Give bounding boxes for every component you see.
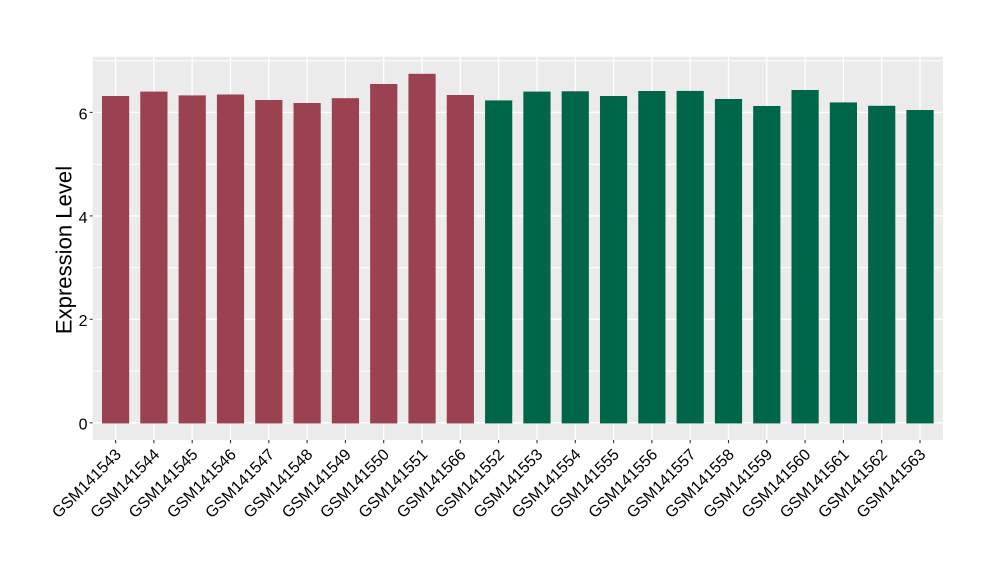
svg-text:Expression Level: Expression Level [52, 166, 77, 334]
svg-text:2: 2 [79, 313, 88, 330]
svg-text:4: 4 [79, 210, 88, 227]
svg-text:0: 0 [79, 417, 88, 434]
svg-text:6: 6 [79, 106, 88, 123]
